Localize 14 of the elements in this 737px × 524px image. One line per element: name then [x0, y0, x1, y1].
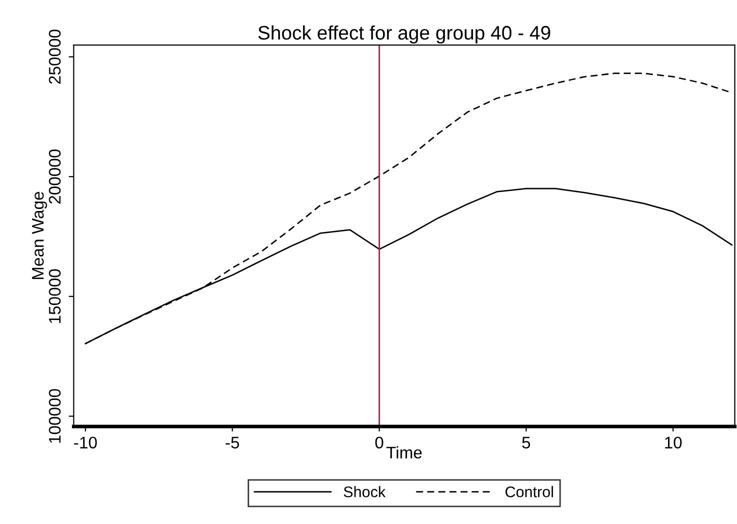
legend-label: Shock [344, 486, 386, 498]
y-tick-label: 150000 [48, 269, 61, 323]
chart-title: Shock effect for age group 40 - 49 [258, 25, 550, 44]
legend-label: Control [506, 486, 553, 498]
y-tick-label: 250000 [48, 30, 61, 84]
x-tick-label: -5 [226, 436, 240, 448]
x-tick-label: 5 [522, 436, 530, 448]
x-tick-label: 0 [375, 436, 384, 448]
y-tick-label: 200000 [48, 149, 61, 204]
y-tick-label: 100000 [48, 389, 61, 443]
x-tick-label: 10 [665, 436, 682, 448]
x-axis-title: Time [386, 446, 422, 458]
x-tick-label: -10 [74, 436, 97, 448]
y-axis-title: Mean Wage [32, 192, 48, 280]
